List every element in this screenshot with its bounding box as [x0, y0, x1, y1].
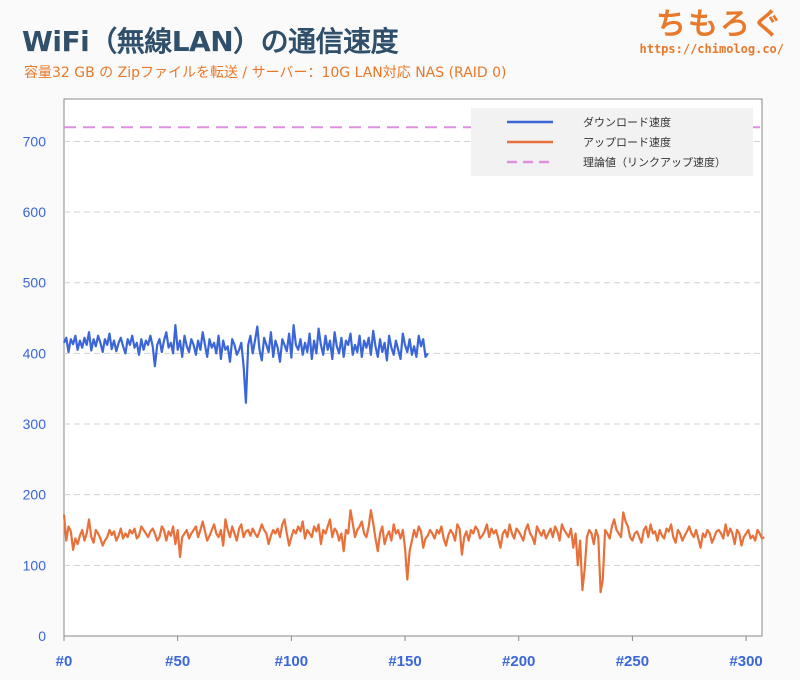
- y-tick-label: 600: [23, 204, 47, 220]
- y-tick-label: 400: [23, 345, 47, 361]
- chart-title: WiFi（無線LAN）の通信速度: [22, 25, 399, 58]
- series-line-0: [63, 324, 429, 404]
- x-axis-ticks: #0 #50 #100 #150 #200 #250 #300: [56, 636, 763, 670]
- series-line-1: [62, 509, 765, 594]
- brand-name: ちもろぐ: [656, 7, 784, 42]
- brand-logo: ちもろぐ https://chimolog.co/: [639, 7, 785, 57]
- y-tick-label: 0: [38, 628, 46, 644]
- plot-area: [63, 98, 763, 637]
- x-tick-label: #150: [388, 653, 421, 670]
- legend-label: アップロード速度: [583, 135, 671, 149]
- x-tick-label: #250: [616, 653, 649, 670]
- y-tick-label: 200: [23, 487, 47, 503]
- y-tick-label: 700: [23, 133, 47, 149]
- legend-label: ダウンロード速度: [583, 115, 671, 129]
- x-tick-label: #100: [275, 653, 308, 670]
- x-tick-label: #0: [56, 653, 73, 670]
- legend-label: 理論値（リンクアップ速度）: [583, 155, 726, 169]
- x-tick-label: #50: [165, 653, 190, 670]
- y-tick-label: 500: [23, 275, 47, 291]
- y-tick-label: 300: [23, 416, 47, 432]
- x-tick-label: #300: [729, 653, 762, 670]
- y-axis-ticks: 0 100 200 300 400 500 600 700: [23, 133, 47, 644]
- brand-url: https://chimolog.co/: [639, 42, 785, 56]
- chart-subtitle: 容量32 GB の Zipファイルを転送 / サーバー：10G LAN対応 NA…: [24, 65, 507, 81]
- y-tick-label: 100: [23, 557, 47, 573]
- x-tick-label: #200: [502, 653, 535, 670]
